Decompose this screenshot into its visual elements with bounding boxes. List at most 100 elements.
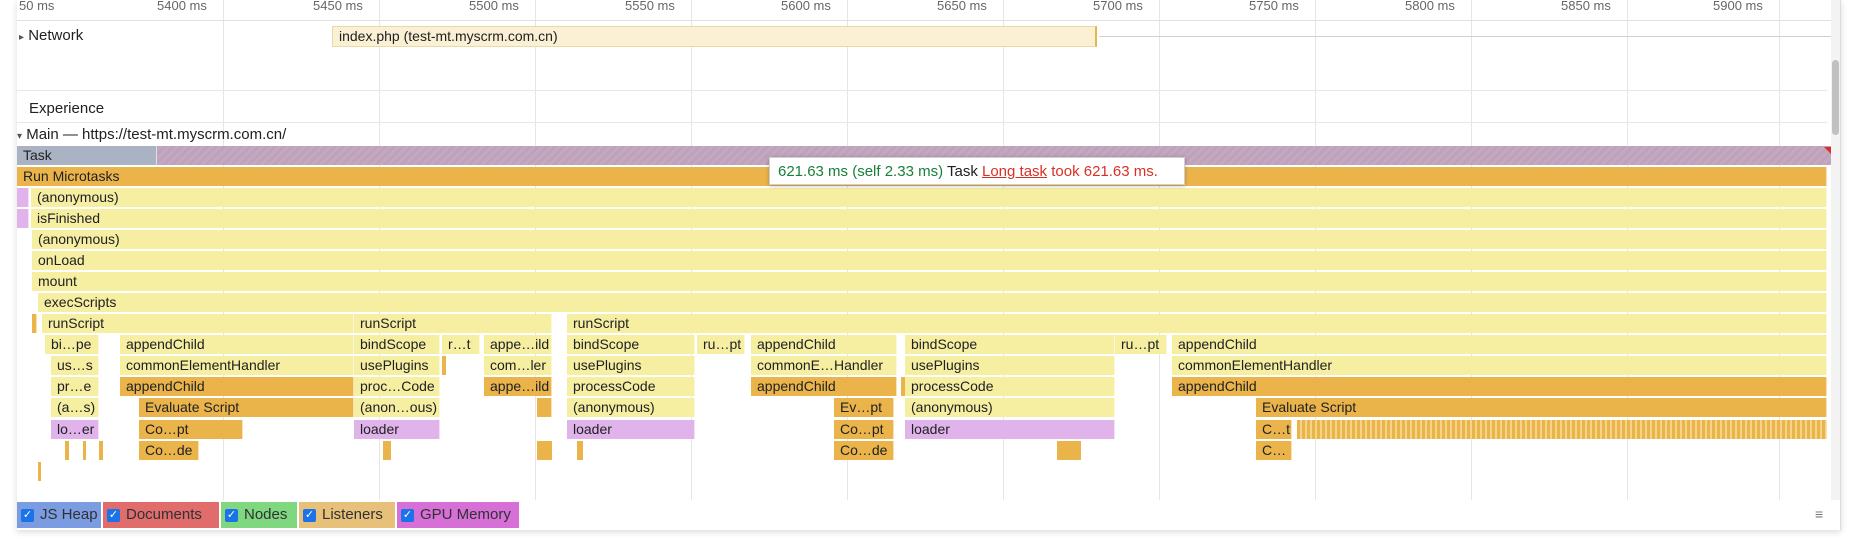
common-element-handler-bar[interactable]: commonElementHandler [120, 356, 354, 375]
legend-nodes[interactable]: ✓ Nodes [221, 502, 297, 528]
time-ruler[interactable]: 50 ms 5400 ms 5450 ms 5500 ms 5550 ms 56… [17, 0, 1837, 21]
checkbox-checked-icon[interactable]: ✓ [225, 508, 238, 522]
checkbox-checked-icon[interactable]: ✓ [401, 508, 414, 522]
expand-arrow-icon: ▸ [19, 32, 25, 43]
tooltip-duration: took 621.63 ms. [1051, 163, 1158, 180]
legend-label: Documents [126, 506, 202, 523]
compile-script-bar[interactable]: C…t [1256, 420, 1292, 439]
loader-bar[interactable]: lo…er [51, 420, 99, 439]
flame-bar[interactable]: r…t [442, 335, 480, 354]
exec-scripts-bar[interactable]: execScripts [38, 293, 1827, 312]
task-bar[interactable]: Task [17, 146, 157, 165]
bind-scope-bar[interactable]: bindScope [567, 335, 695, 354]
process-code-bar[interactable]: processCode [905, 377, 1115, 396]
flame-bar[interactable]: (a…s) [51, 398, 99, 417]
vertical-scrollbar[interactable] [1831, 0, 1840, 500]
run-script-bar[interactable]: runScript [354, 314, 552, 333]
main-track-toggle[interactable]: ▾ Main — https://test-mt.myscrm.com.cn/ [17, 126, 286, 143]
checkbox-checked-icon[interactable]: ✓ [107, 508, 120, 522]
collapse-arrow-icon: ▾ [17, 131, 23, 142]
flame-sliver [577, 441, 583, 460]
use-plugins-bar[interactable]: usePlugins [354, 356, 440, 375]
compile-code-bar[interactable]: Co…de [139, 441, 199, 460]
append-child-bar[interactable]: appendChild [751, 377, 897, 396]
legend-label: JS Heap [40, 506, 98, 523]
main-track-label: Main — https://test-mt.myscrm.com.cn/ [26, 126, 287, 143]
legend-gpu-memory[interactable]: ✓ GPU Memory [397, 502, 519, 528]
loader-bar[interactable]: loader [905, 420, 1115, 439]
compile-code-bar[interactable]: Co…de [834, 441, 894, 460]
process-code-bar[interactable]: proc…Code [354, 377, 440, 396]
mount-bar[interactable]: mount [32, 272, 1827, 291]
flame-sliver [17, 209, 29, 228]
append-child-bar[interactable]: appendChild [120, 335, 354, 354]
bind-scope-bar[interactable]: bindScope [905, 335, 1115, 354]
track-separator [17, 90, 1827, 91]
anonymous-bar[interactable]: (anonymous) [31, 188, 1827, 207]
flame-bar[interactable]: us…s [51, 356, 99, 375]
grid-line [1471, 0, 1472, 500]
evaluate-script-bar[interactable]: Evaluate Script [139, 398, 354, 417]
scrollbar-thumb[interactable] [1832, 60, 1839, 135]
grid-line [1627, 0, 1628, 500]
append-child-bar[interactable]: appendChild [1172, 335, 1827, 354]
grid-line [1159, 0, 1160, 500]
flame-bar[interactable]: pr…e [51, 377, 99, 396]
append-child-bar[interactable]: appendChild [120, 377, 354, 396]
anonymous-bar[interactable]: (anonymous) [32, 230, 1827, 249]
bind-scope-bar[interactable]: bi…pe [45, 335, 99, 354]
evaluate-script-bar[interactable]: Ev…pt [834, 398, 894, 417]
flame-bar[interactable]: appe…ild [484, 377, 552, 396]
legend-label: Nodes [244, 506, 288, 523]
onload-bar[interactable]: onLoad [32, 251, 1827, 270]
legend-js-heap[interactable]: ✓ JS Heap [17, 502, 101, 528]
flame-sliver [1297, 420, 1827, 439]
compile-script-bar[interactable]: Co…pt [834, 420, 894, 439]
is-finished-bar[interactable]: isFinished [31, 209, 1827, 228]
legend-documents[interactable]: ✓ Documents [103, 502, 219, 528]
experience-track-label[interactable]: Experience [29, 100, 105, 117]
grid-line [847, 0, 848, 500]
ruler-tick: 5550 ms [625, 0, 675, 13]
append-child-bar[interactable]: appendChild [751, 335, 897, 354]
legend-listeners[interactable]: ✓ Listeners [299, 502, 395, 528]
anonymous-bar[interactable]: (anonymous) [567, 398, 695, 417]
run-script-short-bar[interactable]: ru…pt [697, 335, 745, 354]
process-code-bar[interactable]: processCode [567, 377, 695, 396]
ruler-tick: 5600 ms [781, 0, 831, 13]
checkbox-checked-icon[interactable]: ✓ [303, 508, 316, 522]
tooltip-time: 621.63 ms (self 2.33 ms) [778, 163, 944, 180]
network-track-toggle[interactable]: ▸ Network [19, 27, 83, 44]
long-task-link[interactable]: Long task [982, 163, 1048, 180]
append-child-bar[interactable]: appendChild [1172, 377, 1827, 396]
compile-code-bar[interactable]: C… [1256, 441, 1292, 460]
network-line [1099, 36, 1840, 37]
loader-bar[interactable]: loader [567, 420, 695, 439]
flame-sliver [99, 441, 103, 460]
loader-bar[interactable]: loader [354, 420, 440, 439]
flame-bar[interactable]: com…ler [484, 356, 552, 375]
bind-scope-bar[interactable]: bindScope [354, 335, 440, 354]
anonymous-bar[interactable]: (anonymous) [905, 398, 1115, 417]
flame-sliver [83, 441, 86, 460]
use-plugins-bar[interactable]: usePlugins [567, 356, 695, 375]
grid-line [379, 0, 380, 500]
checkbox-checked-icon[interactable]: ✓ [21, 508, 34, 522]
common-element-handler-bar[interactable]: commonElementHandler [1172, 356, 1827, 375]
anonymous-bar[interactable]: (anon…ous) [354, 398, 440, 417]
compile-script-bar[interactable]: Co…pt [139, 420, 243, 439]
evaluate-script-bar[interactable]: Evaluate Script [1256, 398, 1827, 417]
flame-sliver [537, 441, 552, 460]
run-script-bar[interactable]: runScript [42, 314, 354, 333]
network-request-bar[interactable]: index.php (test-mt.myscrm.com.cn) [332, 26, 1097, 47]
drag-handle-icon[interactable]: ≡ [1815, 506, 1824, 522]
use-plugins-bar[interactable]: usePlugins [905, 356, 1115, 375]
grid-line [1315, 0, 1316, 500]
run-script-bar[interactable]: runScript [567, 314, 1827, 333]
grid-line [691, 0, 692, 500]
flame-bar[interactable]: appe…ild [484, 335, 552, 354]
network-track-label: Network [28, 27, 84, 44]
common-element-handler-bar[interactable]: commonE…Handler [751, 356, 897, 375]
run-script-short-bar[interactable]: ru…pt [1115, 335, 1167, 354]
grid-line [1003, 0, 1004, 500]
